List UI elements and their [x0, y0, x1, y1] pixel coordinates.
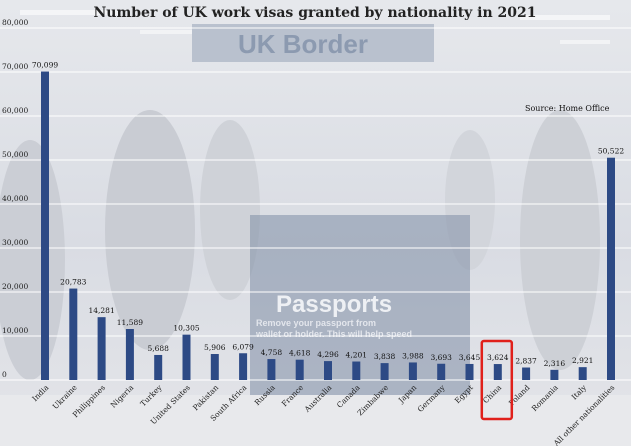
- y-tick-label: 60,000: [2, 106, 28, 115]
- x-tick-label: Russia: [253, 383, 277, 407]
- value-label: 3,624: [487, 353, 509, 362]
- bar-italy: [578, 367, 587, 380]
- value-label: 4,296: [317, 350, 339, 359]
- y-tick-label: 0: [2, 370, 7, 379]
- bar-south-africa: [239, 353, 248, 380]
- bar-germany: [437, 363, 446, 380]
- x-tick-label: Turkey: [138, 383, 164, 409]
- bar-turkey: [154, 354, 163, 380]
- value-label: 2,316: [544, 359, 566, 368]
- value-label: 2,921: [572, 356, 593, 365]
- gridlines: [0, 27, 631, 381]
- uk-border-sign: [192, 24, 434, 62]
- x-tick-label: Germany: [416, 383, 447, 414]
- x-tick-label: Ukraine: [51, 383, 79, 411]
- uk-border-sign-text: UK Border: [238, 29, 368, 59]
- bar-all-other-nationalities: [607, 157, 615, 380]
- value-label: 10,305: [173, 324, 199, 333]
- x-tick-label: Zimbabwe: [356, 383, 391, 418]
- y-tick-label: 70,000: [2, 62, 28, 71]
- bar-russia: [267, 359, 276, 380]
- value-label: 4,201: [346, 351, 367, 360]
- value-label: 3,838: [374, 352, 396, 361]
- value-label: 14,281: [88, 306, 114, 315]
- x-tick-label: Pakistan: [191, 383, 220, 412]
- value-label: 50,522: [598, 147, 624, 156]
- value-label: 3,693: [430, 353, 452, 362]
- y-tick-label: 10,000: [2, 326, 28, 335]
- bar-poland: [522, 367, 531, 380]
- y-tick-label: 40,000: [2, 194, 28, 203]
- value-label: 5,688: [147, 344, 169, 353]
- passports-sign-sub-1: Remove your passport from: [256, 318, 376, 328]
- x-tick-label: Italy: [570, 383, 589, 402]
- highlight-group: [480, 339, 514, 421]
- passports-sign-sub-2: wallet or holder. This will help speed: [255, 329, 412, 339]
- y-tick-label: 50,000: [2, 150, 28, 159]
- bar-philippines: [97, 317, 106, 380]
- x-tick-label: Nigeria: [109, 383, 136, 410]
- y-tick-label: 20,000: [2, 282, 28, 291]
- bar-canada: [352, 361, 361, 380]
- bar-ukraine: [69, 288, 78, 380]
- value-label: 70,099: [32, 61, 58, 70]
- bars: [41, 71, 615, 381]
- bar-united-states: [182, 334, 191, 380]
- bar-japan: [408, 362, 417, 380]
- chart-title: Number of UK work visas granted by natio…: [93, 5, 536, 21]
- passports-sign-text: Passports: [276, 291, 392, 318]
- value-label: 6,079: [232, 342, 254, 351]
- x-tick-label: Australia: [302, 383, 334, 415]
- bar-china: [493, 364, 502, 380]
- bar-australia: [324, 361, 332, 380]
- y-tick-label: 80,000: [2, 18, 28, 27]
- value-label: 3,988: [402, 351, 424, 360]
- x-tick-label: China: [481, 383, 503, 405]
- chart-source: Source: Home Office: [525, 104, 610, 113]
- bar-france: [295, 359, 304, 380]
- bar-pakistan: [210, 354, 219, 380]
- x-tick-label: Romania: [530, 383, 560, 413]
- bar-romania: [550, 369, 559, 380]
- x-tick-label: Japan: [396, 383, 418, 405]
- bar-egypt: [465, 363, 474, 380]
- bar-india: [41, 71, 49, 381]
- highlight-box: [480, 339, 514, 421]
- bar-zimbabwe: [380, 363, 389, 380]
- x-tick-label: France: [280, 383, 306, 409]
- value-label: 5,906: [204, 343, 226, 352]
- value-label: 20,783: [60, 278, 86, 287]
- value-label: 3,645: [459, 353, 481, 362]
- value-label: 4,758: [261, 348, 283, 357]
- bar-nigeria: [125, 329, 134, 380]
- value-label: 2,837: [515, 357, 537, 366]
- x-tick-label: Canada: [335, 383, 362, 410]
- value-label: 4,618: [289, 349, 311, 358]
- value-label: 11,589: [117, 318, 143, 327]
- y-tick-label: 30,000: [2, 238, 28, 247]
- x-tick-label: India: [30, 383, 51, 404]
- y-axis-ticks: 0 10,000 20,000 30,000 40,000 50,000 60,000 70,…: [2, 18, 28, 379]
- x-tick-label: Egypt: [453, 383, 475, 405]
